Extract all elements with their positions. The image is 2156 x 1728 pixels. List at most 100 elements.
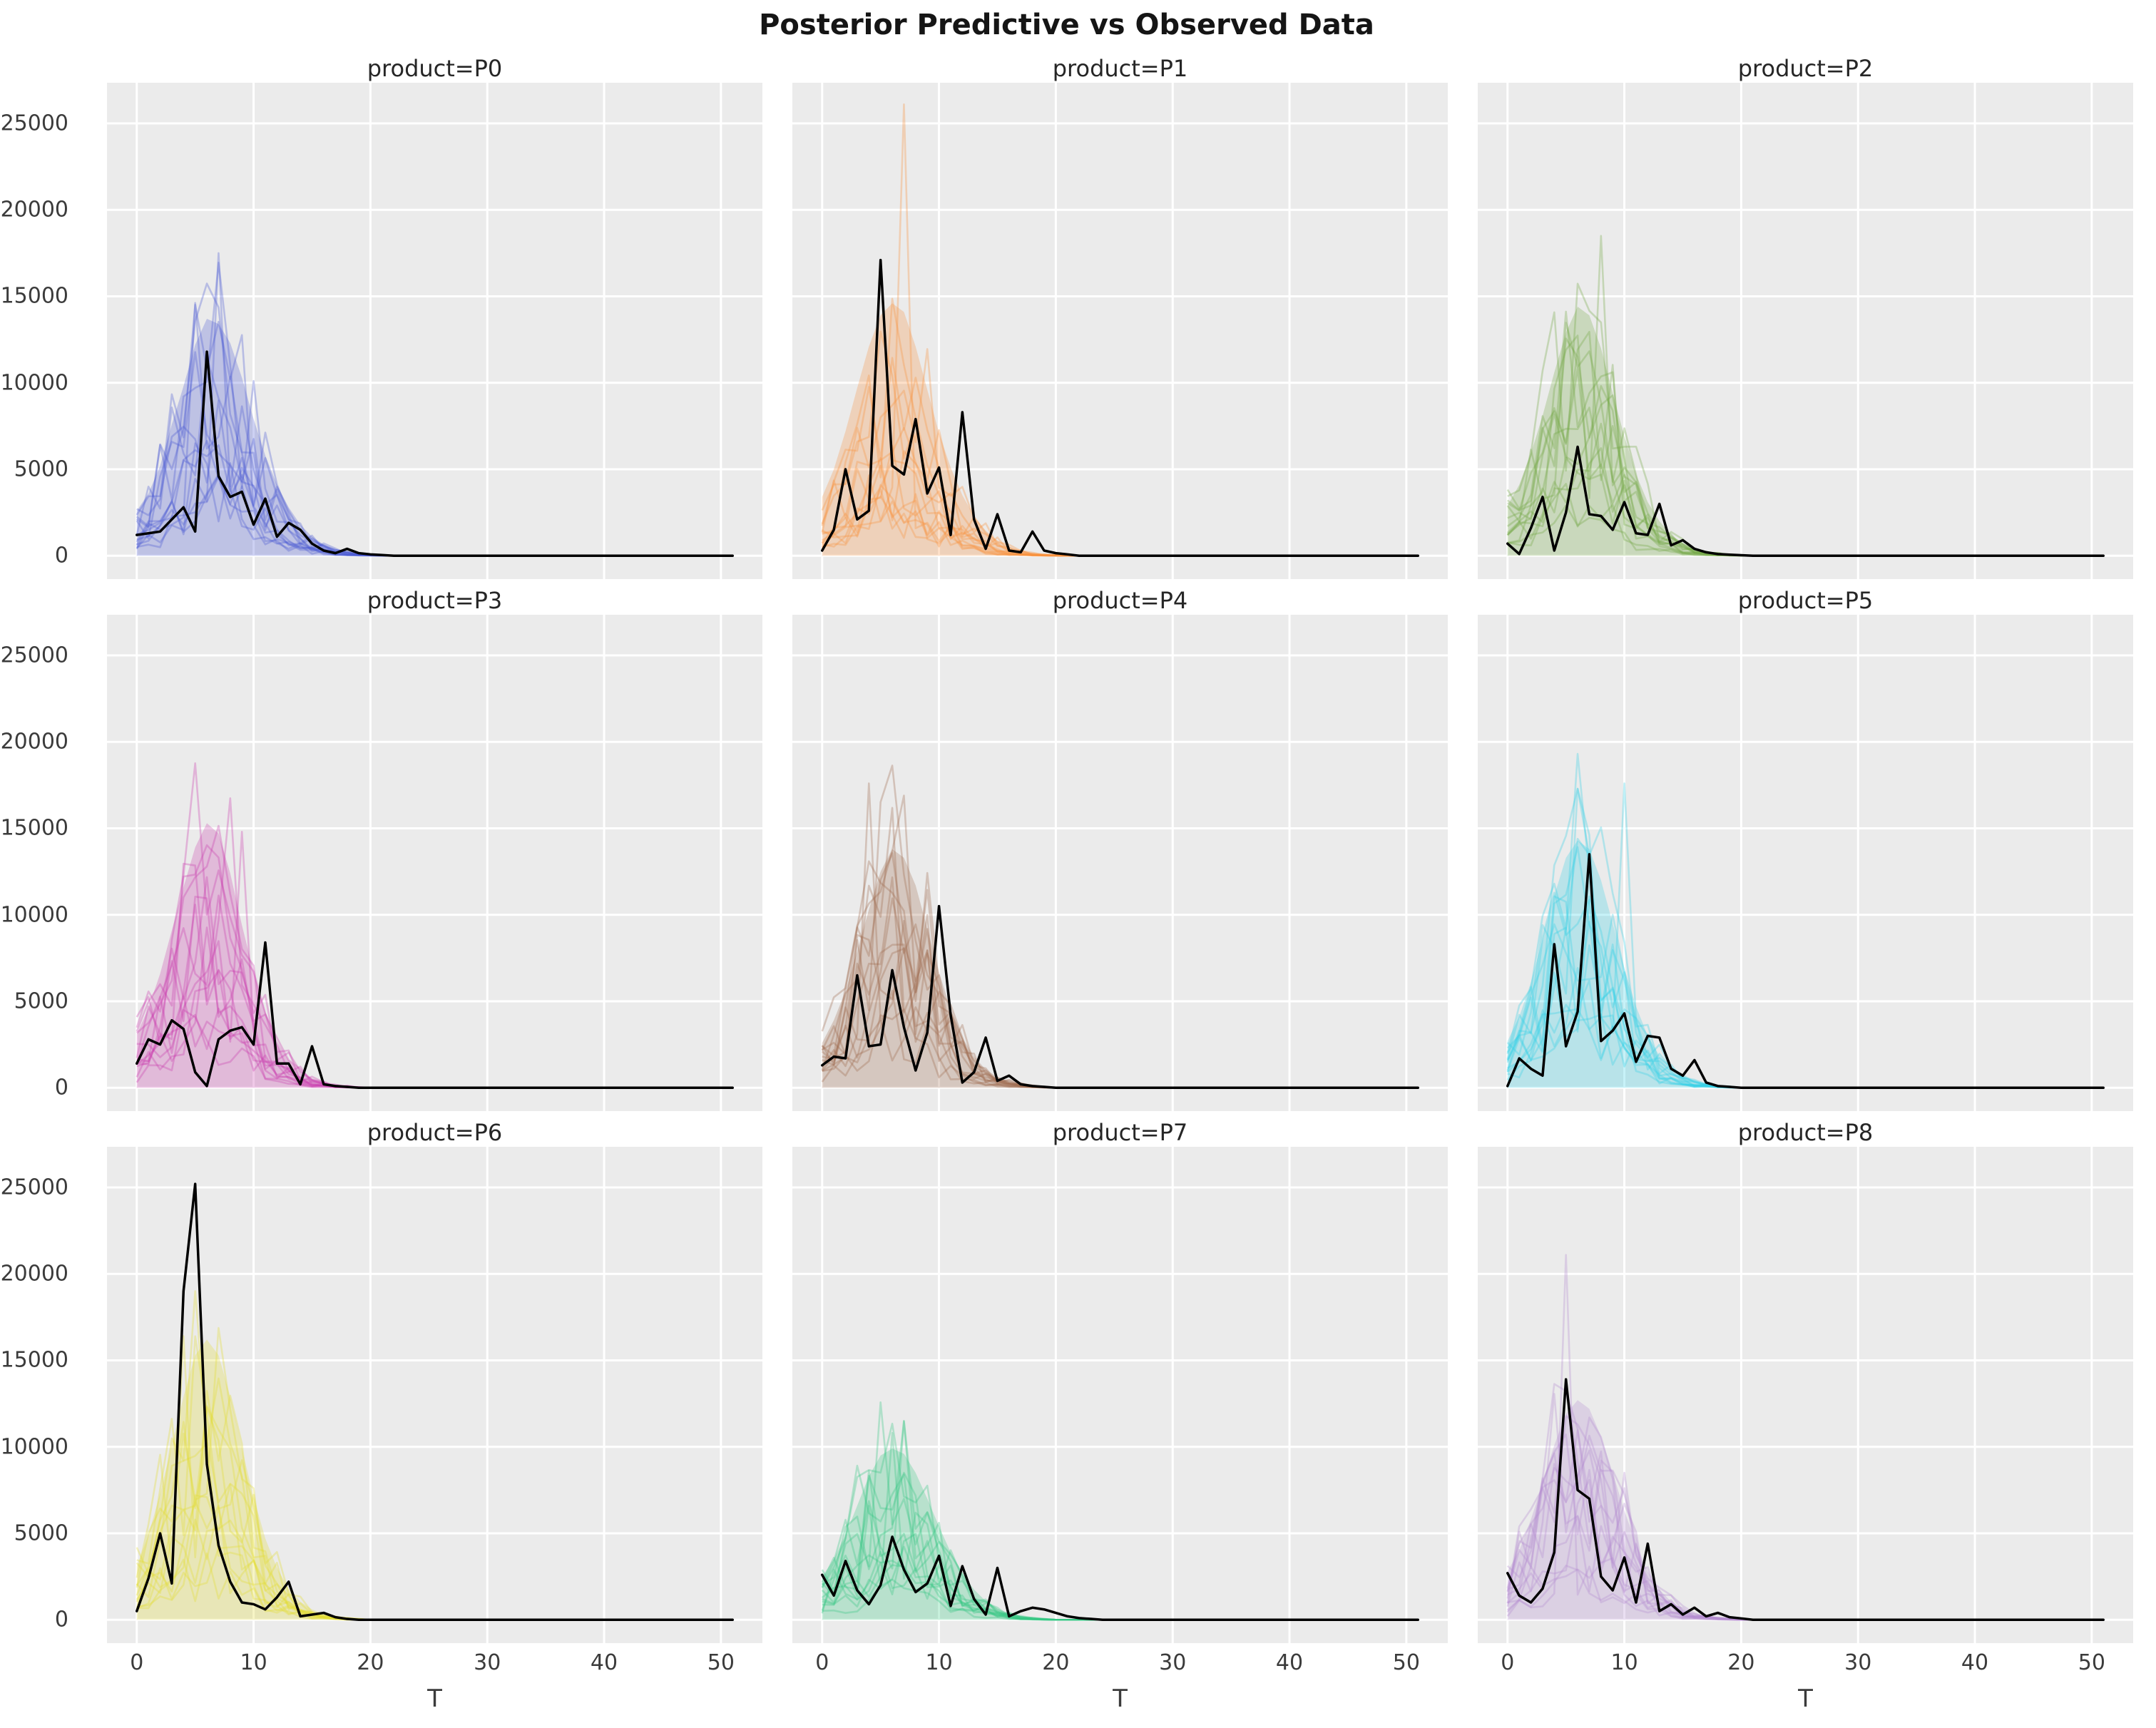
- x-tick-label: 0: [130, 1650, 144, 1675]
- observed-line-p7: [821, 1535, 1419, 1622]
- x-tick-label: 20: [1727, 1650, 1755, 1675]
- observed-line-p1: [821, 258, 1419, 558]
- posterior-sample-line: [822, 1554, 1419, 1621]
- x-tick-label: 30: [1844, 1650, 1872, 1675]
- x-tick-label: 10: [1610, 1650, 1638, 1675]
- plot-canvas-p1: [792, 83, 1448, 579]
- observed-line-p3: [136, 941, 734, 1090]
- x-tick-label: 20: [357, 1650, 384, 1675]
- posterior-sample-line: [822, 1006, 1419, 1089]
- plot-canvas-p3: [107, 615, 762, 1111]
- posterior-sample-line: [822, 1545, 1419, 1621]
- y-axis-labels-row-1: 0 5000 10000 15000 20000 25000: [0, 615, 77, 1111]
- x-tick-label: 20: [1042, 1650, 1070, 1675]
- x-tick-label: 40: [590, 1650, 618, 1675]
- y-tick-label: 0: [54, 543, 68, 568]
- posterior-sample-line: [1506, 1557, 2104, 1621]
- plot-canvas-p2: [1478, 83, 2133, 579]
- posterior-sample-line: [822, 464, 1419, 557]
- posterior-sample-line: [822, 500, 1419, 557]
- posterior-sample-line: [1506, 787, 2104, 1089]
- y-axis-labels-row-2: 0 5000 10000 15000 20000 25000: [0, 1147, 77, 1643]
- observed-line-p8: [1506, 1378, 2105, 1622]
- posterior-sample-line: [822, 1419, 1419, 1621]
- posterior-sample-line: [821, 330, 1419, 557]
- spacer: [0, 1111, 77, 1147]
- subplot-title-p2: product=P2: [1737, 55, 1874, 82]
- posterior-sample-line: [1506, 1415, 2104, 1621]
- posterior-sample-line: [822, 1564, 1419, 1621]
- posterior-sample-line: [136, 475, 733, 557]
- y-tick-label: 5000: [14, 988, 68, 1014]
- observed-line-p5: [1506, 853, 2105, 1090]
- posterior-sample-line: [1506, 752, 2104, 1089]
- posterior-sample-line: [136, 262, 733, 557]
- posterior-sample-line: [822, 1008, 1419, 1089]
- posterior-envelope-p4: [822, 849, 1056, 1088]
- x-tick-label: 50: [1392, 1650, 1420, 1675]
- posterior-sample-line: [822, 1578, 1419, 1621]
- posterior-sample-line: [1506, 1386, 2104, 1621]
- subplot-title-p5: product=P5: [1737, 587, 1874, 614]
- plot-canvas-p4: [792, 615, 1448, 1111]
- posterior-sample-line: [136, 474, 733, 557]
- subplot-title-p4: product=P4: [1052, 587, 1188, 614]
- x-tick-label: 10: [925, 1650, 953, 1675]
- x-tick-label: 30: [1159, 1650, 1187, 1675]
- posterior-sample-line: [821, 1432, 1419, 1621]
- posterior-sample-line: [821, 1464, 1419, 1621]
- spacer: [0, 47, 77, 83]
- posterior-envelope-p6: [136, 1339, 371, 1620]
- subplot-title-p3: product=P3: [367, 587, 503, 614]
- x-axis-col-1: 0 10 20 30 40 50 T: [792, 1643, 1448, 1722]
- posterior-envelope-p8: [1507, 1400, 1742, 1620]
- plot-canvas-p0: [107, 83, 762, 579]
- x-tick-label: 50: [2078, 1650, 2105, 1675]
- posterior-sample-line: [821, 1420, 1419, 1621]
- subplot-p3: [107, 615, 762, 1111]
- x-axis-title: T: [1113, 1684, 1128, 1713]
- subplot-title-p0: product=P0: [367, 55, 503, 82]
- subplot-p8: [1478, 1147, 2133, 1643]
- y-tick-label: 20000: [0, 729, 68, 755]
- y-tick-label: 20000: [0, 197, 68, 223]
- posterior-sample-line: [1506, 1429, 2104, 1621]
- x-tick-label: 30: [474, 1650, 501, 1675]
- y-tick-label: 5000: [14, 1520, 68, 1546]
- y-tick-label: 10000: [0, 1434, 68, 1460]
- x-tick-label: 0: [1501, 1650, 1515, 1675]
- x-tick-label: 40: [1961, 1650, 1989, 1675]
- y-tick-label: 15000: [0, 1347, 68, 1373]
- posterior-sample-line: [136, 473, 733, 557]
- subplot-title-p7: product=P7: [1052, 1119, 1188, 1146]
- y-tick-label: 5000: [14, 456, 68, 482]
- observed-line-p6: [136, 1182, 734, 1622]
- y-tick-label: 10000: [0, 902, 68, 928]
- subplot-p0: [107, 83, 762, 579]
- x-axis-col-0: 0 10 20 30 40 50 T: [107, 1643, 762, 1722]
- observed-line-p4: [821, 904, 1419, 1090]
- x-tick-label: 50: [707, 1650, 735, 1675]
- posterior-envelope-p0: [136, 319, 394, 556]
- posterior-sample-line: [1506, 1452, 2104, 1621]
- x-axis-title: T: [1798, 1684, 1813, 1713]
- plot-canvas-p8: [1478, 1147, 2133, 1643]
- posterior-sample-line: [821, 445, 1419, 557]
- posterior-sample-line: [1506, 1416, 2104, 1621]
- figure-title: Posterior Predictive vs Observed Data: [759, 9, 1374, 41]
- x-tick-label: 0: [815, 1650, 829, 1675]
- plot-canvas-p5: [1478, 615, 2133, 1111]
- x-axis-title: T: [427, 1684, 442, 1713]
- posterior-envelope-p3: [136, 823, 371, 1088]
- spacer: [0, 579, 77, 615]
- plot-canvas-p7: [792, 1147, 1448, 1643]
- posterior-sample-line: [1506, 967, 2104, 1089]
- x-tick-label: 10: [240, 1650, 267, 1675]
- posterior-sample-line: [136, 1552, 733, 1621]
- subplot-p7: [792, 1147, 1448, 1643]
- posterior-sample-line: [821, 1471, 1419, 1621]
- posterior-envelope-p5: [1507, 840, 1742, 1088]
- y-tick-label: 0: [54, 1607, 68, 1632]
- posterior-sample-line: [1507, 1434, 2104, 1621]
